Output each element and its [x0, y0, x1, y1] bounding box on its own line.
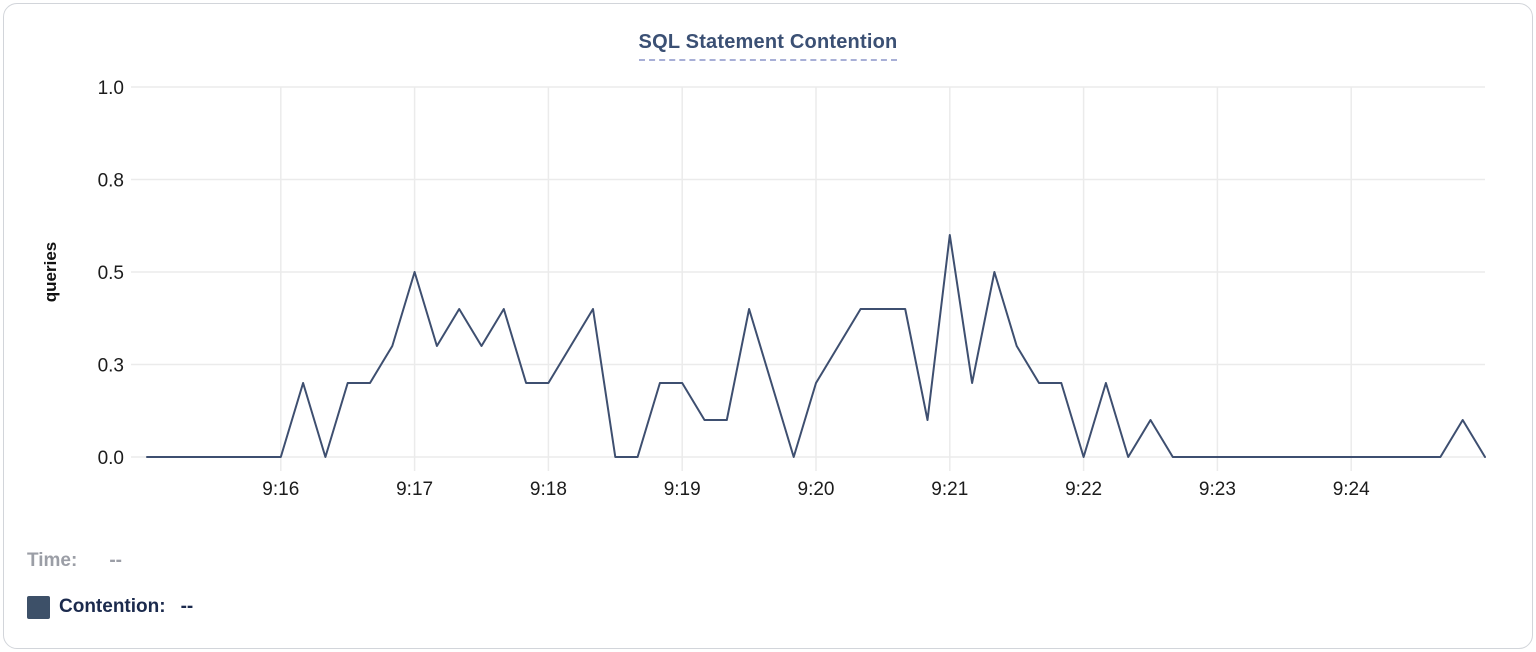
- chart-title[interactable]: SQL Statement Contention: [638, 31, 898, 61]
- contention-chart: 0.0 0.3 0.5 0.8 1.0 9:16 9:17 9:18 9:19 9:20 9:21 9…: [4, 4, 1536, 534]
- y-tick-label: 0.8: [98, 171, 124, 192]
- x-tick-label: 9:21: [931, 479, 968, 500]
- legend-contention-row: Contention: --: [27, 594, 193, 620]
- x-tick-label: 9:16: [262, 479, 299, 500]
- y-axis-label: queries: [41, 241, 60, 303]
- x-tick-label: 9:23: [1199, 479, 1236, 500]
- legend-time-value: --: [109, 550, 122, 571]
- legend-time-label: Time:: [27, 550, 78, 571]
- plot-area[interactable]: [147, 87, 1485, 457]
- y-tick-label: 0.5: [98, 263, 124, 284]
- x-tick-label: 9:17: [396, 479, 433, 500]
- axis-tick-labels: 0.0 0.3 0.5 0.8 1.0 9:16 9:17 9:18 9:19 9:20 9:21 9…: [98, 78, 1371, 500]
- legend-time-row: Time: --: [27, 548, 193, 574]
- gridlines: [131, 86, 1485, 471]
- chart-legend: Time: -- Contention: --: [27, 548, 193, 620]
- legend-contention-label: Contention:: [59, 596, 166, 617]
- contention-series-swatch: [27, 595, 50, 619]
- x-tick-label: 9:19: [664, 479, 701, 500]
- legend-contention-value: --: [180, 596, 194, 617]
- x-tick-label: 9:20: [798, 479, 835, 500]
- x-tick-label: 9:18: [530, 479, 567, 500]
- y-tick-label: 0.3: [98, 356, 124, 377]
- chart-header: SQL Statement Contention: [4, 31, 1532, 61]
- contention-line: [146, 234, 1486, 458]
- x-tick-label: 9:22: [1065, 479, 1102, 500]
- y-tick-label: 0.0: [98, 448, 124, 469]
- x-tick-label: 9:24: [1333, 479, 1370, 500]
- chart-card: SQL Statement Contention queries 0.0 0.3 0…: [3, 3, 1533, 649]
- y-tick-label: 1.0: [98, 78, 124, 99]
